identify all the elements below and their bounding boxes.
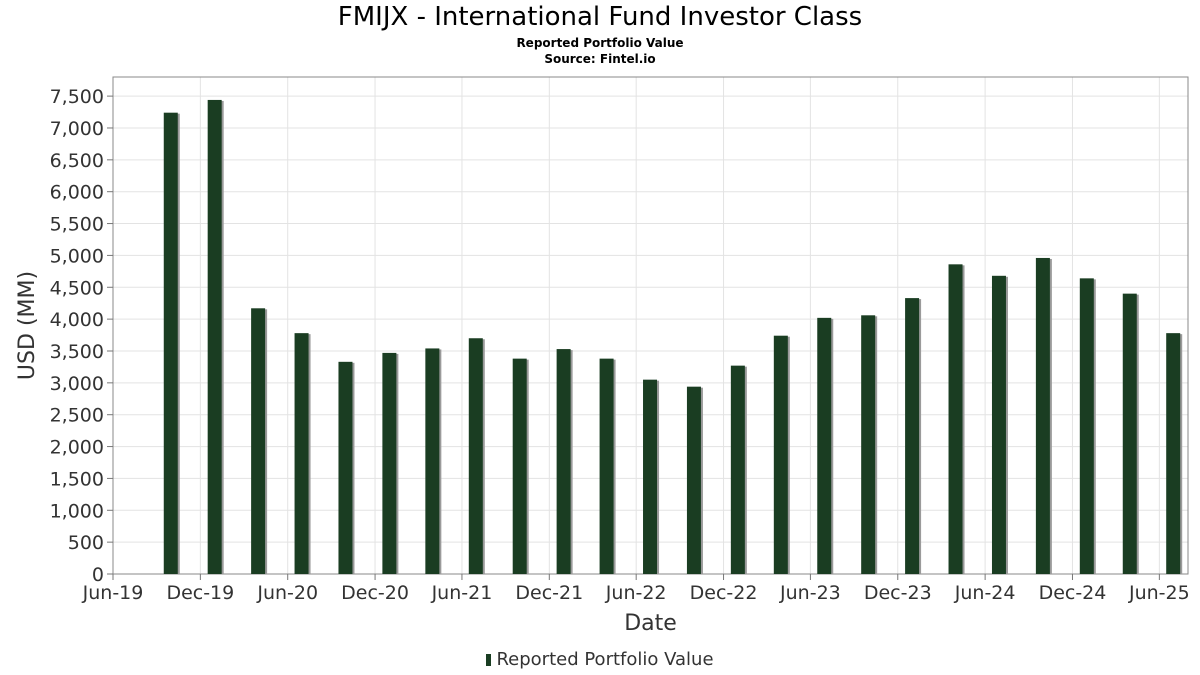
legend-swatch xyxy=(486,654,492,666)
bar xyxy=(905,298,920,574)
x-tick-label: Jun-23 xyxy=(779,582,841,604)
bar xyxy=(425,348,440,574)
chart-source: Source: Fintel.io xyxy=(544,52,656,66)
bar xyxy=(251,308,266,574)
bar xyxy=(207,99,222,574)
y-tick-label: 1,500 xyxy=(50,468,104,490)
x-tick-label: Jun-24 xyxy=(954,582,1016,604)
x-axis-label: Date xyxy=(624,611,677,636)
bar xyxy=(599,358,614,574)
bar xyxy=(991,275,1006,574)
legend: Reported Portfolio Value xyxy=(0,649,1200,670)
x-tick-label: Dec-22 xyxy=(690,582,758,604)
x-tick-label: Jun-21 xyxy=(431,582,493,604)
legend-label: Reported Portfolio Value xyxy=(496,649,714,670)
y-tick-label: 500 xyxy=(68,532,104,554)
bar xyxy=(382,352,397,574)
y-tick-label: 2,500 xyxy=(50,405,104,427)
chart-subtitle: Reported Portfolio Value xyxy=(516,36,684,50)
bar xyxy=(817,317,832,574)
bar xyxy=(338,361,353,574)
y-tick-label: 2,000 xyxy=(50,437,104,459)
bar xyxy=(1166,333,1181,574)
bars xyxy=(163,99,1183,574)
y-tick-label: 1,000 xyxy=(50,500,104,522)
bar xyxy=(861,315,876,574)
bar xyxy=(948,264,963,574)
y-tick-label: 5,000 xyxy=(50,245,104,267)
y-tick-label: 7,500 xyxy=(50,86,104,108)
bar xyxy=(512,358,527,574)
bar xyxy=(643,379,658,574)
y-tick-label: 6,000 xyxy=(50,182,104,204)
bar xyxy=(686,386,701,574)
x-tick-label: Dec-21 xyxy=(515,582,583,604)
y-tick-label: 3,000 xyxy=(50,373,104,395)
bar xyxy=(1122,293,1137,574)
y-tick-label: 4,500 xyxy=(50,277,104,299)
y-tick-label: 0 xyxy=(92,564,104,586)
y-tick-label: 3,500 xyxy=(50,341,104,363)
x-tick-label: Dec-23 xyxy=(864,582,932,604)
x-tick-label: Dec-24 xyxy=(1039,582,1107,604)
bar xyxy=(468,338,483,574)
x-tick-label: Jun-22 xyxy=(605,582,667,604)
x-tick-label: Jun-19 xyxy=(82,582,144,604)
x-axis: Jun-19 Dec-19 Jun-20 Dec-20 Jun-21 Dec-21 Jun-… xyxy=(82,574,1190,604)
bar xyxy=(1079,278,1094,574)
bar xyxy=(730,365,745,574)
x-tick-label: Jun-20 xyxy=(256,582,318,604)
y-tick-label: 6,500 xyxy=(50,150,104,172)
bar xyxy=(773,335,788,574)
y-tick-label: 5,500 xyxy=(50,214,104,236)
y-axis: 0 500 1,000 1,500 2,000 2,500 3,000 3,500 4,000 4… xyxy=(50,86,113,586)
bar xyxy=(163,112,178,574)
y-tick-label: 4,000 xyxy=(50,309,104,331)
x-tick-label: Jun-25 xyxy=(1128,582,1190,604)
chart-title: FMIJX - International Fund Investor Clas… xyxy=(337,2,863,32)
x-tick-label: Dec-20 xyxy=(341,582,409,604)
bar xyxy=(556,349,571,574)
bar xyxy=(294,333,309,574)
bar xyxy=(1035,257,1050,574)
y-tick-label: 7,000 xyxy=(50,118,104,140)
x-tick-label: Dec-19 xyxy=(166,582,234,604)
y-axis-label: USD (MM) xyxy=(15,271,40,380)
